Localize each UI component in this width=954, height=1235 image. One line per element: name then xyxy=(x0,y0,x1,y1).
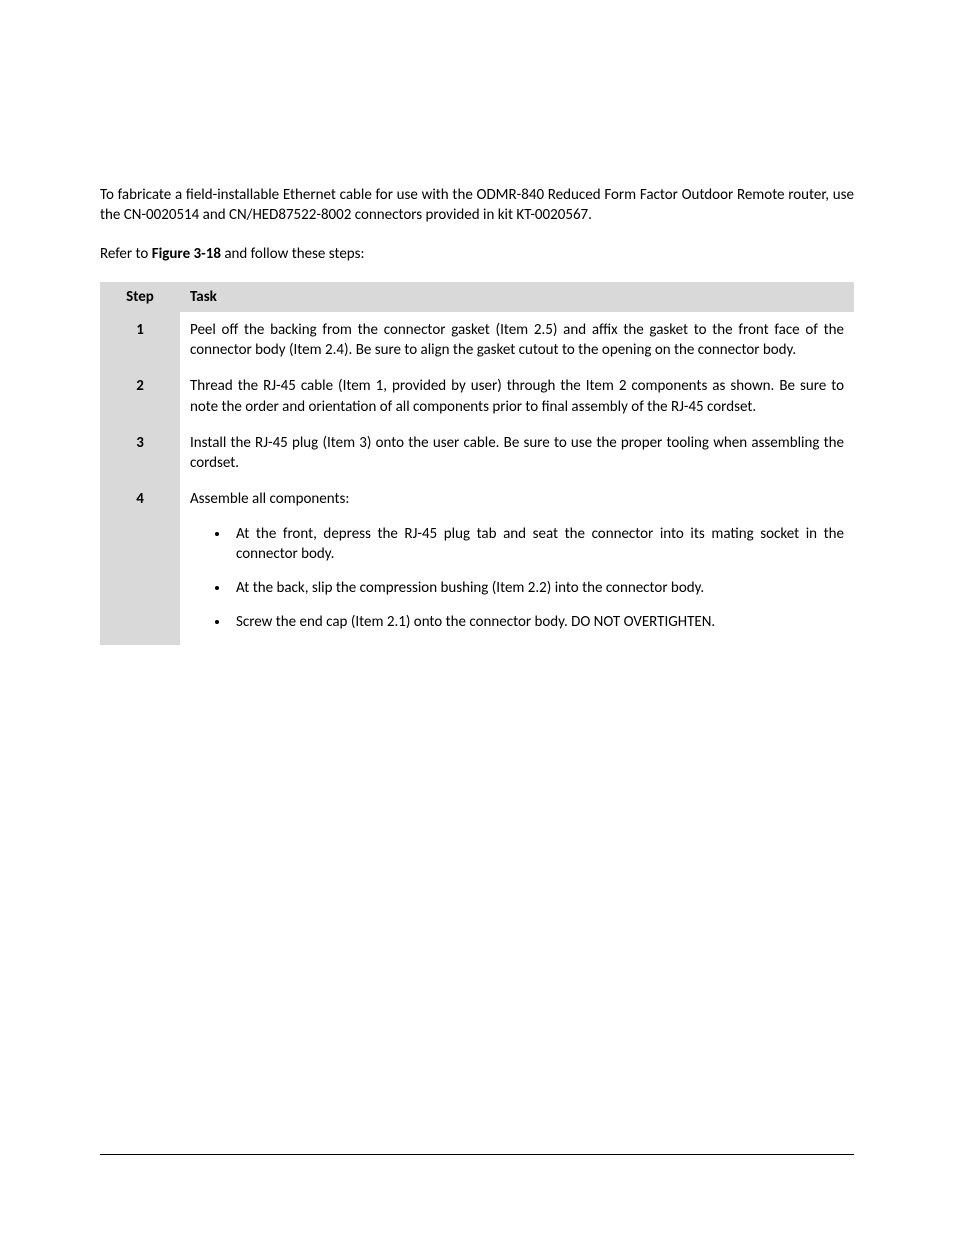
list-item: At the back, slip the compression bushin… xyxy=(230,578,844,598)
header-task: Task xyxy=(180,282,854,312)
table-row: 4 Assemble all components: At the front,… xyxy=(100,481,854,644)
list-item: Screw the end cap (Item 2.1) onto the co… xyxy=(230,612,844,632)
step-task: Thread the RJ-45 cable (Item 1, provided… xyxy=(180,368,854,425)
list-item: At the front, depress the RJ-45 plug tab… xyxy=(230,524,844,565)
refer-prefix: Refer to xyxy=(100,245,152,263)
refer-paragraph: Refer to Figure 3-18 and follow these st… xyxy=(100,244,854,264)
step-number: 4 xyxy=(100,481,180,644)
header-step: Step xyxy=(100,282,180,312)
step4-bullet-list: At the front, depress the RJ-45 plug tab… xyxy=(190,524,844,633)
table-row: 2 Thread the RJ-45 cable (Item 1, provid… xyxy=(100,368,854,425)
footer-rule xyxy=(100,1154,854,1155)
step-number: 3 xyxy=(100,425,180,482)
refer-suffix: and follow these steps: xyxy=(221,245,365,263)
table-row: 3 Install the RJ-45 plug (Item 3) onto t… xyxy=(100,425,854,482)
document-page: To fabricate a field-installable Etherne… xyxy=(0,0,954,1235)
intro-paragraph: To fabricate a field-installable Etherne… xyxy=(100,185,854,226)
step-task: Assemble all components: At the front, d… xyxy=(180,481,854,644)
refer-figure-ref: Figure 3-18 xyxy=(152,245,221,263)
step-number: 1 xyxy=(100,312,180,369)
steps-table: Step Task 1 Peel off the backing from th… xyxy=(100,282,854,645)
step-number: 2 xyxy=(100,368,180,425)
step-task: Install the RJ-45 plug (Item 3) onto the… xyxy=(180,425,854,482)
step4-intro: Assemble all components: xyxy=(190,490,349,508)
step-task: Peel off the backing from the connector … xyxy=(180,312,854,369)
table-row: 1 Peel off the backing from the connecto… xyxy=(100,312,854,369)
table-header-row: Step Task xyxy=(100,282,854,312)
